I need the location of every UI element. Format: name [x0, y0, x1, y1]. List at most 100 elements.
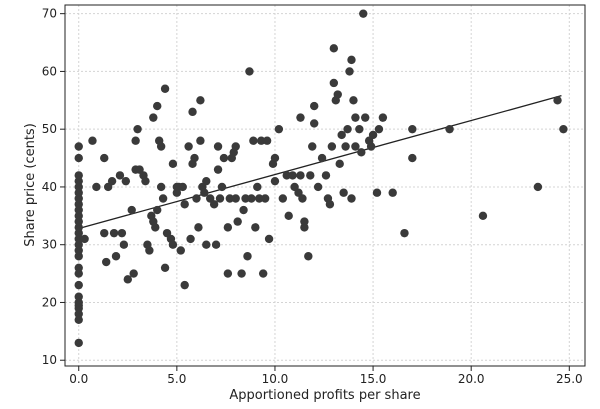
data-point	[202, 240, 211, 249]
data-point	[74, 315, 83, 324]
data-point	[160, 84, 170, 93]
data-point	[264, 234, 274, 244]
data-point	[298, 194, 307, 203]
data-point	[74, 246, 83, 255]
data-point	[92, 182, 101, 192]
data-point	[374, 124, 384, 134]
data-point	[156, 142, 166, 151]
data-point	[213, 165, 223, 174]
data-point	[213, 142, 223, 151]
data-point	[251, 223, 260, 232]
data-point	[317, 153, 327, 163]
x-tick-label: 20.0	[458, 372, 485, 386]
data-point	[553, 96, 562, 105]
data-point	[351, 113, 360, 122]
data-point	[74, 269, 83, 278]
data-point	[127, 205, 136, 215]
data-point	[102, 257, 111, 267]
y-axis-title: Share price (cents)	[23, 123, 38, 247]
data-point	[239, 205, 248, 215]
data-point	[270, 153, 280, 163]
plot-frame	[64, 4, 586, 367]
data-point	[357, 148, 366, 157]
data-point	[400, 228, 409, 238]
data-point	[284, 211, 293, 221]
data-point	[300, 223, 309, 232]
y-tick-label: 70	[42, 7, 57, 21]
data-point	[131, 136, 140, 145]
data-point	[359, 9, 368, 18]
data-point	[249, 136, 258, 145]
data-point	[196, 136, 205, 145]
y-tick-label: 30	[42, 238, 57, 252]
data-point	[151, 223, 160, 232]
data-point	[321, 171, 331, 180]
data-point	[109, 228, 119, 238]
point-layer	[74, 9, 568, 348]
data-point	[153, 101, 162, 111]
data-point	[74, 252, 83, 261]
data-point	[196, 96, 205, 105]
data-point	[329, 78, 339, 88]
data-point	[74, 228, 83, 238]
y-tick-label: 50	[42, 122, 57, 136]
data-point	[217, 182, 227, 192]
data-point	[123, 275, 132, 284]
data-point	[366, 142, 376, 151]
data-point	[176, 246, 185, 255]
data-point	[188, 107, 197, 117]
data-point	[119, 240, 129, 249]
data-point	[329, 44, 339, 53]
data-point	[355, 124, 364, 134]
data-point	[194, 223, 203, 232]
x-tick-label: 15.0	[360, 372, 387, 386]
data-point	[180, 280, 189, 290]
data-point	[145, 246, 154, 255]
x-tick-label: 0.0	[69, 372, 88, 386]
data-point	[74, 338, 83, 348]
data-point	[335, 159, 344, 169]
data-point	[270, 176, 280, 186]
data-point	[351, 142, 360, 151]
data-point	[149, 113, 158, 122]
data-point	[262, 136, 272, 145]
data-point	[310, 119, 319, 128]
x-axis: 0.0 5.0 10.0 15.0 20.0 25.0	[69, 366, 583, 386]
data-point	[107, 176, 117, 186]
data-point	[74, 182, 83, 192]
data-point	[74, 194, 83, 203]
data-point	[310, 101, 319, 111]
data-point	[368, 130, 378, 140]
y-tick-label: 10	[42, 353, 57, 367]
data-point	[296, 171, 305, 180]
data-point	[141, 176, 150, 186]
data-point	[100, 153, 109, 163]
data-point	[247, 194, 256, 203]
data-point	[408, 153, 417, 163]
data-point	[253, 182, 262, 192]
y-axis: 10 20 30 40 50 60 70	[42, 7, 65, 367]
data-point	[559, 124, 568, 134]
data-point	[533, 182, 543, 192]
data-point	[260, 194, 270, 203]
data-point	[223, 223, 233, 232]
data-point	[74, 217, 83, 226]
data-point	[327, 142, 337, 151]
data-point	[361, 113, 370, 122]
x-axis-title: Apportioned profits per share	[229, 388, 420, 403]
data-point	[192, 194, 201, 203]
data-point	[333, 90, 342, 99]
data-point	[241, 194, 250, 203]
data-point	[245, 67, 254, 76]
data-point	[74, 223, 83, 232]
data-point	[257, 136, 266, 145]
data-point	[160, 263, 170, 273]
data-point	[341, 142, 350, 151]
data-point	[349, 96, 358, 105]
data-point	[74, 234, 83, 244]
data-point	[74, 142, 83, 151]
data-point	[225, 194, 235, 203]
data-point	[378, 113, 388, 122]
